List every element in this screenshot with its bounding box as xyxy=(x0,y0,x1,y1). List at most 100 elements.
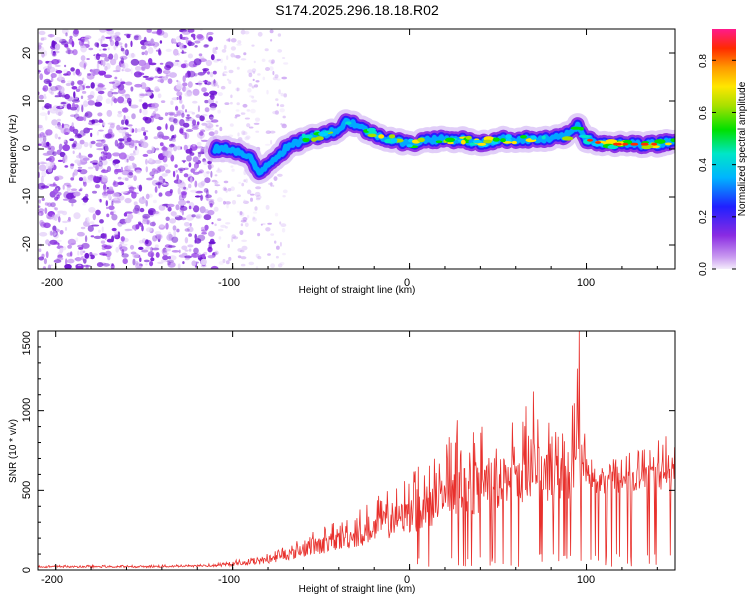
noise-speckle xyxy=(102,253,108,256)
noise-speckle xyxy=(141,141,149,149)
noise-speckle xyxy=(128,171,133,176)
noise-speckle xyxy=(110,123,115,129)
noise-speckle xyxy=(185,117,190,122)
noise-speckle xyxy=(215,46,218,51)
noise-speckle xyxy=(184,92,193,97)
colorbar-tick-label: 0.4 xyxy=(698,158,709,172)
noise-speckle xyxy=(172,214,180,218)
noise-speckle xyxy=(47,211,55,217)
noise-speckle xyxy=(120,62,129,70)
noise-speckle xyxy=(207,37,213,42)
noise-speckle xyxy=(164,244,171,248)
ridge-peak-spot xyxy=(622,142,629,146)
noise-speckle xyxy=(223,187,227,191)
noise-speckle xyxy=(44,115,48,121)
noise-speckle xyxy=(243,199,246,204)
noise-speckle xyxy=(113,45,117,51)
spectrogram-ylabel: Frequency (Hz) xyxy=(8,115,19,184)
noise-speckle xyxy=(117,223,123,228)
noise-speckle xyxy=(279,261,285,266)
snr-ticks xyxy=(38,330,675,571)
noise-speckle xyxy=(148,158,153,163)
noise-speckle xyxy=(59,86,65,94)
noise-speckle xyxy=(38,182,46,190)
noise-speckle xyxy=(151,174,155,179)
noise-speckle xyxy=(179,33,183,40)
noise-speckle xyxy=(106,238,114,243)
noise-speckle xyxy=(112,152,121,157)
noise-speckle xyxy=(42,37,47,41)
noise-speckle xyxy=(122,258,128,265)
noise-speckle xyxy=(64,43,69,48)
noise-speckle xyxy=(173,118,178,124)
noise-speckle xyxy=(102,263,110,267)
noise-speckle xyxy=(210,95,216,100)
noise-speckle xyxy=(207,71,210,75)
noise-speckle xyxy=(272,77,278,81)
colorbar-tick-label: 0.0 xyxy=(698,262,709,276)
noise-speckle xyxy=(241,239,248,242)
noise-speckle xyxy=(52,228,60,233)
noise-speckle xyxy=(201,160,209,163)
noise-speckle xyxy=(106,206,109,210)
noise-speckle xyxy=(201,114,208,117)
noise-speckle xyxy=(47,165,53,173)
noise-speckle xyxy=(112,181,119,188)
spectrogram-ytick-label: 20 xyxy=(21,47,33,59)
noise-speckle xyxy=(168,116,172,120)
noise-speckle xyxy=(181,245,188,251)
noise-speckle xyxy=(90,140,96,145)
noise-speckle xyxy=(251,68,257,73)
noise-speckle xyxy=(128,170,134,173)
noise-speckle xyxy=(44,207,48,214)
noise-speckle xyxy=(224,65,227,71)
noise-speckle xyxy=(45,162,55,169)
noise-speckle xyxy=(196,141,202,147)
noise-speckle xyxy=(39,137,44,142)
noise-speckle xyxy=(183,173,189,178)
noise-speckle xyxy=(138,143,141,147)
noise-speckle xyxy=(105,36,112,39)
noise-speckle xyxy=(126,158,129,163)
noise-speckle xyxy=(101,175,108,183)
noise-speckle xyxy=(125,134,132,137)
noise-speckle xyxy=(62,144,70,152)
noise-speckle xyxy=(40,37,45,41)
noise-speckle xyxy=(163,252,170,255)
noise-speckle xyxy=(79,85,83,92)
noise-speckle xyxy=(67,258,75,264)
noise-speckle xyxy=(72,71,76,76)
noise-speckle xyxy=(140,45,147,50)
noise-speckle xyxy=(70,177,75,181)
noise-speckle xyxy=(270,139,273,145)
noise-speckle xyxy=(54,133,58,139)
noise-speckle xyxy=(272,70,275,76)
noise-speckle xyxy=(61,123,64,129)
colorbar-tick-label: 0.6 xyxy=(698,106,709,120)
noise-speckle xyxy=(221,49,227,53)
noise-speckle xyxy=(191,126,199,130)
noise-speckle xyxy=(201,87,207,93)
noise-speckle xyxy=(178,249,181,254)
noise-speckle xyxy=(145,166,148,173)
noise-speckle xyxy=(141,126,146,132)
ridge-hotspot xyxy=(607,144,619,150)
noise-speckle xyxy=(126,34,131,39)
noise-speckle xyxy=(138,246,144,250)
noise-speckle xyxy=(58,111,62,117)
noise-speckle xyxy=(255,194,262,200)
noise-speckle xyxy=(67,244,72,249)
noise-speckle xyxy=(64,64,67,68)
noise-speckle xyxy=(236,102,240,106)
figure-title: S174.2025.296.18.18.R02 xyxy=(275,2,439,18)
noise-speckle xyxy=(89,252,93,257)
noise-speckle xyxy=(100,38,103,46)
noise-speckle xyxy=(87,166,94,170)
noise-speckle xyxy=(102,48,107,51)
noise-speckle xyxy=(92,123,101,126)
noise-speckle xyxy=(224,102,230,105)
noise-speckle xyxy=(139,138,146,143)
snr-xtick-label: -200 xyxy=(41,574,63,586)
noise-speckle xyxy=(102,168,106,172)
noise-speckle xyxy=(151,168,157,172)
